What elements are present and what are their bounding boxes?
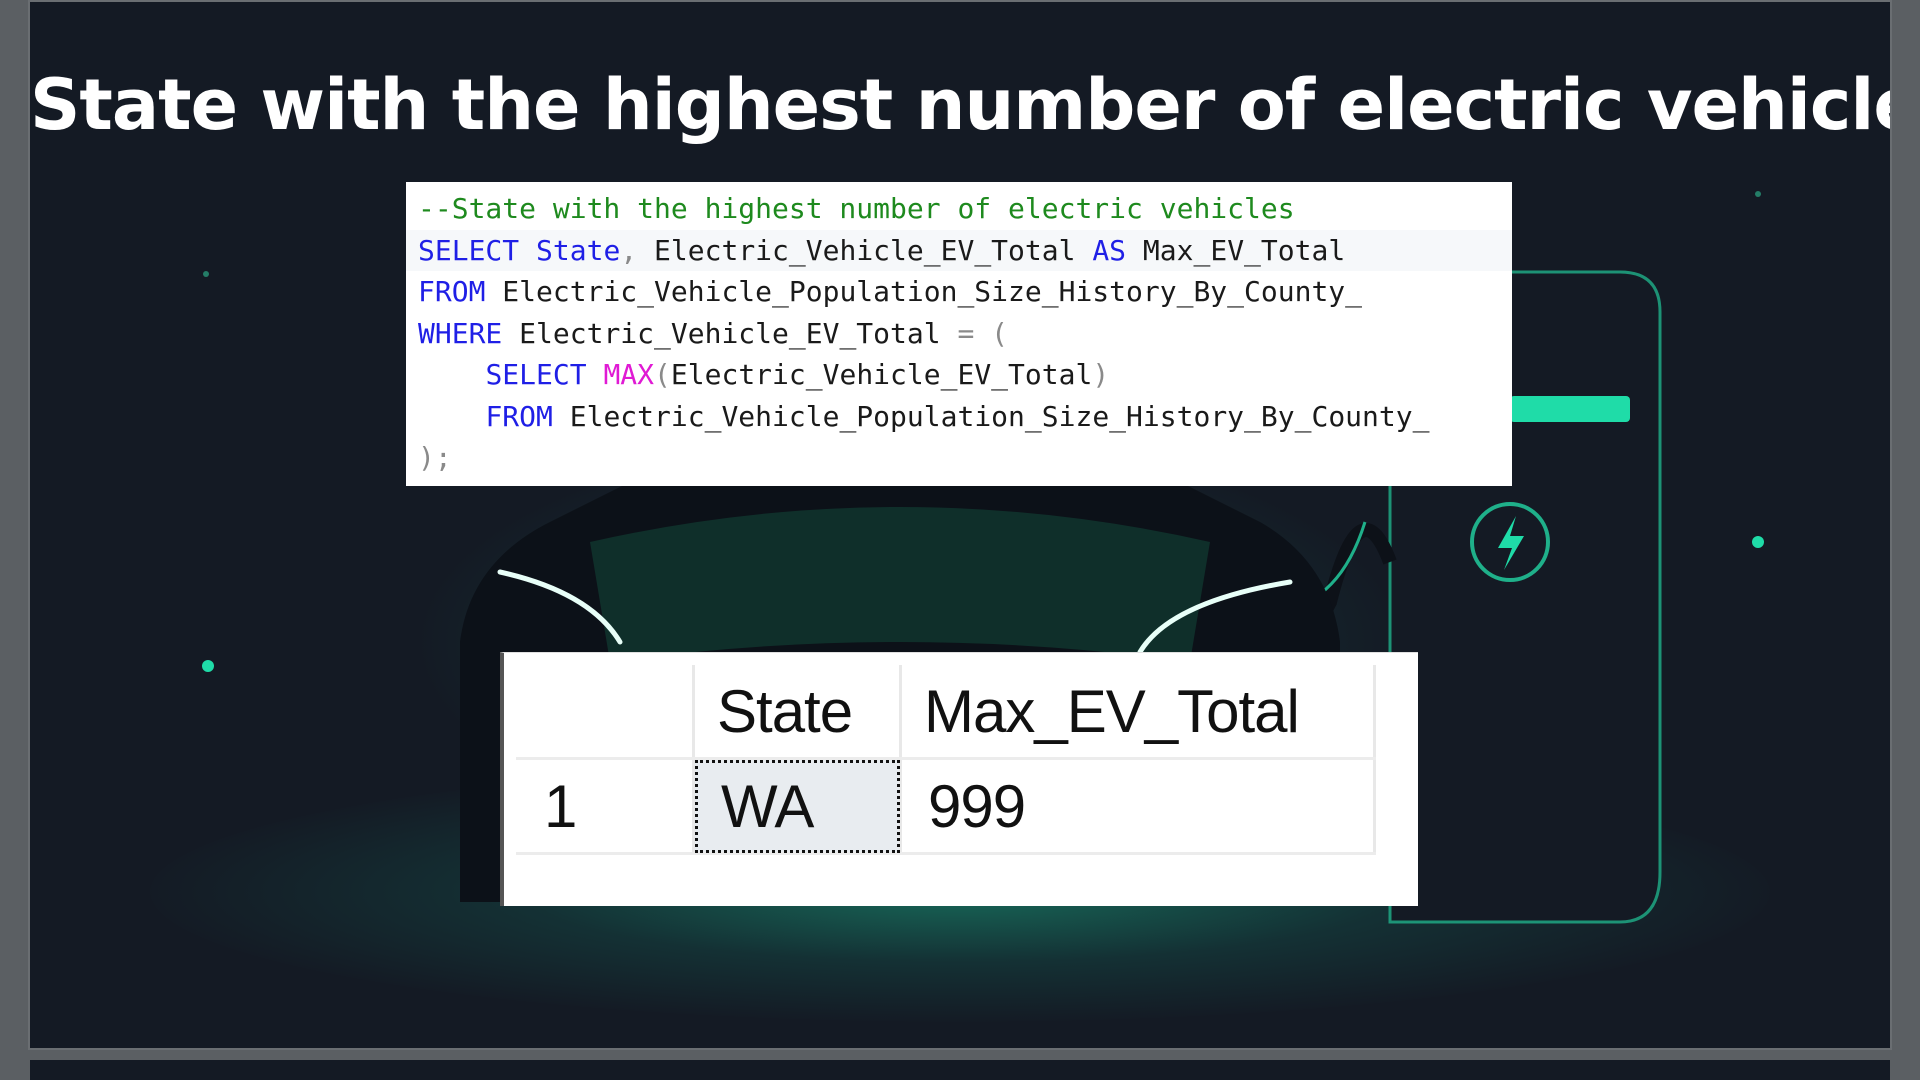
sql-keyword: FROM — [418, 275, 486, 308]
results-grid: State Max_EV_Total 1 WA 999 — [516, 665, 1376, 855]
sparkle-dot — [1755, 191, 1761, 197]
sql-punct: , — [620, 233, 638, 267]
cell-max-ev-total[interactable]: 999 — [900, 758, 1376, 855]
sql-table: Electric_Vehicle_Population_Size_History… — [569, 399, 1430, 433]
slide-canvas: State with the highest number of electri… — [30, 2, 1890, 1048]
results-header-row: State Max_EV_Total — [516, 665, 1376, 760]
sql-keyword: AS — [1092, 233, 1127, 267]
headlight-right — [1137, 579, 1293, 655]
slide-title: State with the highest number of electri… — [30, 64, 1890, 146]
sql-column: State — [536, 233, 621, 267]
sql-comment: --State with the highest number of elect… — [418, 192, 1295, 225]
code-line-3: FROM Electric_Vehicle_Population_Size_Hi… — [418, 271, 1512, 313]
sql-identifier: Electric_Vehicle_EV_Total — [670, 358, 1093, 391]
column-header-max-ev-total[interactable]: Max_EV_Total — [900, 665, 1376, 760]
sql-identifier: Electric_Vehicle_EV_Total — [654, 233, 1076, 267]
charging-station-light — [1510, 396, 1630, 422]
sql-keyword: WHERE — [418, 316, 503, 350]
sql-keyword: SELECT — [485, 358, 587, 391]
table-row: 1 WA 999 — [516, 758, 1376, 855]
sql-punct: ( — [654, 358, 671, 391]
next-slide-edge — [30, 1060, 1890, 1080]
code-line-4: WHERE Electric_Vehicle_EV_Total = ( — [418, 313, 1512, 355]
sql-keyword: SELECT — [418, 233, 520, 267]
sql-punct: ) — [1092, 358, 1110, 391]
sql-punct: ); — [418, 441, 452, 474]
cell-state[interactable]: WA — [693, 758, 902, 855]
row-number[interactable]: 1 — [516, 758, 695, 855]
code-line-6: FROM Electric_Vehicle_Population_Size_Hi… — [418, 396, 1512, 438]
sparkle-dot — [203, 271, 209, 277]
headlight-left — [497, 569, 623, 645]
code-line-1: --State with the highest number of elect… — [418, 188, 1512, 230]
sql-operator: = ( — [957, 316, 1009, 350]
sql-keyword: FROM — [485, 399, 553, 433]
sparkle-dot — [202, 660, 214, 672]
sql-table: Electric_Vehicle_Population_Size_History… — [502, 275, 1363, 308]
bolt-icon-ring — [1470, 502, 1550, 582]
code-line-7: ); — [418, 437, 1512, 479]
column-header-state[interactable]: State — [693, 665, 902, 760]
car-hood — [590, 507, 1210, 662]
sql-function: MAX — [603, 358, 655, 391]
sql-query-editor[interactable]: --State with the highest number of elect… — [406, 182, 1512, 486]
query-results-panel: State Max_EV_Total 1 WA 999 — [500, 652, 1418, 906]
sql-identifier: Electric_Vehicle_EV_Total — [519, 316, 941, 350]
sparkle-dot — [1752, 536, 1764, 548]
sql-alias: Max_EV_Total — [1142, 233, 1346, 267]
code-line-2: SELECT State, Electric_Vehicle_EV_Total … — [406, 229, 1512, 271]
row-number-header[interactable] — [516, 665, 695, 760]
code-line-5: SELECT MAX(Electric_Vehicle_EV_Total) — [418, 354, 1512, 396]
bolt-icon — [1498, 516, 1524, 570]
